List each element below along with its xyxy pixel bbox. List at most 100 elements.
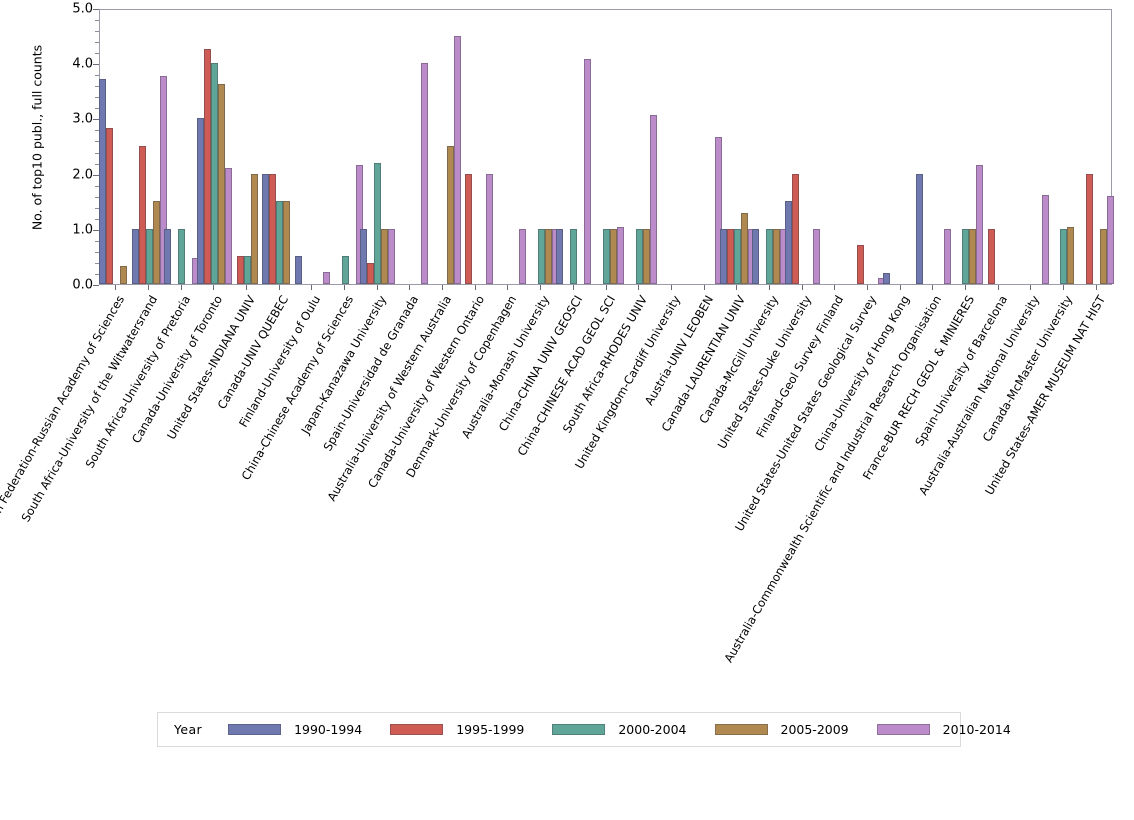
bar: [773, 228, 781, 284]
bar: [518, 228, 526, 284]
bar: [374, 162, 382, 284]
x-tick-mark: [311, 285, 313, 290]
bar: [465, 173, 473, 284]
legend-color-swatch: [552, 724, 606, 735]
x-tick-mark: [1030, 285, 1032, 290]
bar: [262, 173, 270, 284]
y-tick-minor-mark: [95, 262, 99, 264]
legend: Year 1990-1994 1995-1999 2000-2004 2005-200…: [157, 712, 1011, 747]
y-tick-mark: [93, 64, 99, 66]
y-tick-mark: [93, 9, 99, 10]
y-tick-minor-mark: [95, 20, 99, 22]
x-tick-mark: [670, 285, 672, 290]
bar: [486, 173, 494, 284]
y-tick-minor-mark: [95, 53, 99, 55]
legend-entry[interactable]: 1995-1999: [390, 722, 524, 737]
y-tick-minor-mark: [95, 152, 99, 154]
bar: [420, 63, 428, 284]
legend-label: 1995-1999: [456, 722, 525, 737]
legend-label: 2010-2014: [942, 722, 1011, 737]
y-tick-minor-mark: [95, 207, 99, 209]
y-tick-label: 0.0: [72, 277, 93, 293]
y-tick-minor-mark: [95, 218, 99, 220]
legend-color-swatch: [714, 724, 768, 735]
legend-entry[interactable]: 1990-1994: [228, 722, 362, 737]
y-tick-mark: [93, 119, 99, 121]
y-tick-minor-mark: [95, 185, 99, 187]
bar: [283, 201, 291, 284]
bar: [715, 136, 723, 284]
y-tick-mark: [93, 229, 99, 231]
bar: [976, 165, 984, 284]
x-tick-mark: [409, 285, 411, 290]
x-tick-mark: [540, 285, 542, 290]
x-tick-mark: [605, 285, 607, 290]
bar: [610, 228, 617, 284]
legend-label: 2005-2009: [780, 722, 849, 737]
bar: [203, 48, 211, 284]
y-tick-minor-mark: [95, 163, 99, 165]
y-tick-minor-mark: [95, 251, 99, 253]
bar: [294, 256, 302, 284]
legend-entry[interactable]: 2005-2009: [714, 722, 849, 737]
x-tick-mark: [246, 285, 248, 290]
bar: [544, 228, 552, 284]
bar: [105, 128, 113, 284]
bar: [119, 266, 127, 284]
x-tick-mark: [278, 285, 280, 290]
legend-entry[interactable]: 2000-2004: [552, 722, 687, 737]
bar: [355, 165, 363, 284]
x-tick-mark: [736, 285, 738, 290]
y-tick-label: 4.0: [72, 56, 93, 72]
x-tick-mark: [442, 285, 444, 290]
bar: [752, 228, 760, 284]
bar: [915, 173, 923, 284]
plot-area: [98, 9, 1115, 285]
bar: [224, 167, 232, 284]
bar: [813, 228, 821, 284]
bar: [138, 146, 146, 284]
bar: [217, 83, 225, 284]
x-tick-mark: [115, 285, 117, 290]
y-tick-label: 5.0: [72, 1, 93, 17]
legend-title: Year: [174, 722, 203, 737]
bar: [719, 228, 727, 284]
bars-container: [98, 10, 1115, 284]
bar: [178, 228, 186, 284]
bar: [943, 228, 951, 284]
x-tick-mark: [997, 285, 999, 290]
y-tick-minor-mark: [95, 31, 99, 33]
bar: [322, 271, 330, 284]
legend-label: 1990-1994: [294, 722, 363, 737]
bar: [159, 76, 167, 284]
bar: [388, 228, 396, 284]
legend-color-swatch: [390, 724, 444, 735]
y-tick-minor-mark: [95, 108, 99, 110]
y-tick-mark: [93, 174, 99, 176]
x-tick-mark: [1062, 285, 1064, 290]
y-tick-label: 3.0: [72, 111, 93, 127]
bar: [857, 245, 865, 284]
x-tick-mark: [768, 285, 770, 290]
bar: [269, 173, 277, 284]
y-tick-minor-mark: [95, 86, 99, 88]
x-tick-mark: [213, 285, 215, 290]
bar: [1067, 227, 1075, 284]
bar: [196, 118, 204, 284]
y-tick-minor-mark: [95, 240, 99, 242]
x-tick-mark: [180, 285, 182, 290]
bar: [446, 146, 454, 284]
bar: [210, 63, 218, 284]
bar: [243, 256, 251, 284]
bar: [584, 59, 592, 284]
bar: [792, 173, 800, 284]
x-tick-mark: [474, 285, 476, 290]
bar: [556, 228, 564, 284]
y-tick-minor-mark: [95, 97, 99, 99]
bar: [642, 228, 650, 284]
bar: [453, 35, 461, 284]
y-tick-minor-mark: [95, 196, 99, 198]
bar: [988, 228, 996, 284]
y-tick-label: 2.0: [72, 167, 93, 183]
legend-entry[interactable]: 2010-2014: [876, 722, 1011, 737]
